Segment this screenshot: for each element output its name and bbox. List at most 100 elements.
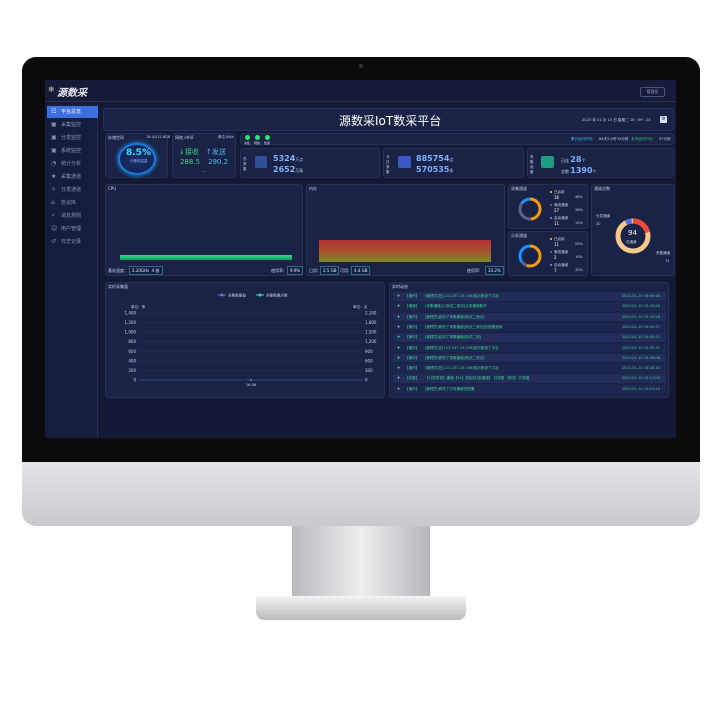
sidebar-item-label: 分发通道 bbox=[61, 187, 82, 193]
sidebar-item-label: 平台总览 bbox=[61, 109, 82, 115]
channel-row-label: 已启用 bbox=[554, 190, 565, 194]
status-dot-icon bbox=[255, 135, 260, 140]
history-icon: ↺ bbox=[51, 238, 57, 245]
sidebar-item-label: 消息规则 bbox=[61, 213, 82, 219]
log-tag: 【操作】 bbox=[405, 355, 420, 360]
channel-row-value: 27 bbox=[554, 208, 560, 213]
y-tick-left: 600 bbox=[128, 349, 136, 354]
collect-label: 采集设备 bbox=[530, 155, 534, 174]
legend-label: 采集数据点数 bbox=[266, 293, 288, 298]
sidebar-item-label: 统计分析 bbox=[61, 161, 82, 167]
y-tick-right: 900 bbox=[365, 349, 373, 354]
sidebar-item-1[interactable]: ▣ 采集监控 bbox=[47, 119, 98, 131]
send-value: 290.2 bbox=[208, 158, 229, 166]
sidebar-item-label: 协议库 bbox=[61, 200, 77, 206]
log-time: 2023-01-10 15:39:31 bbox=[621, 345, 660, 350]
monitor-icon: ▣ bbox=[51, 121, 57, 128]
log-row[interactable]: ✚ 【操作】 [管理员]修改了采集通道[测试二测试] 2023-01-10 15:39… bbox=[393, 353, 666, 363]
total-label: 总采集 bbox=[243, 157, 247, 171]
network-unit: 单位 KB/s bbox=[218, 135, 234, 139]
sidebar-item-0[interactable]: ☷ 平台总览 bbox=[47, 106, 98, 118]
session-value: 57分钟 bbox=[659, 137, 671, 141]
log-tag: 【操作】 bbox=[405, 345, 420, 350]
plus-icon: ✚ bbox=[397, 366, 401, 371]
channel-row-pct: 36% bbox=[575, 208, 583, 212]
log-time: 2023-01-10 15:43:56 bbox=[621, 304, 660, 309]
sidebar: ☷ 平台总览 ▣ 采集监控 ▣ 分发监控 ▣ 系统监控 ◔ 统计分析 ★ 采集通道 ✧ 分发通道 ⌂ 协议库 ✓… bbox=[45, 103, 98, 438]
plus-icon: ✚ bbox=[397, 335, 401, 340]
log-time: 2023-01-10 16:56:46 bbox=[621, 294, 660, 298]
channel-row-value: 11 bbox=[554, 242, 560, 247]
log-row[interactable]: ✚ 【操作】 [管理员]启用了采集通道[测试二测] 2023-01-10 15:43:… bbox=[393, 333, 666, 342]
log-row[interactable]: ✚ 【恢复】 【分发异常】通道【91】【测试分发通道】 已恢复（测试）已恢复 2023… bbox=[393, 374, 666, 383]
home-icon: ⌂ bbox=[51, 199, 55, 206]
sidebar-item-label: 日志记录 bbox=[61, 239, 82, 245]
plus-icon: ✚ bbox=[397, 314, 401, 319]
channel-title: 分发通道 bbox=[511, 233, 527, 238]
y-tick-right: 1,500 bbox=[365, 330, 377, 335]
log-time: 2023-01-10 15:17:00 bbox=[621, 376, 660, 381]
memory-panel: 内存 已用: 2.5 GB 可用: 4.4 GB 使用率: 33.2% bbox=[306, 184, 505, 276]
legend-marker bbox=[550, 238, 552, 240]
sidebar-item-10[interactable]: ↺ 日志记录 bbox=[47, 236, 98, 248]
top-bar: ❄ 源数采 管理员 bbox=[45, 80, 676, 102]
log-time: 2023-01-10 15:39:08 bbox=[621, 355, 660, 360]
users-icon: ☺ bbox=[51, 225, 58, 232]
sidebar-item-8[interactable]: ✓ 消息规则 bbox=[47, 210, 98, 222]
log-row[interactable]: ✚ 【操作】 [管理员]在[113.247.25.198]成功登录了平台 2023-0… bbox=[393, 343, 666, 353]
today-panel: 今日采集 885754点 570535条 bbox=[383, 148, 524, 178]
log-panel: 实时动态 ✚ 【操作】 [管理员]在[113.247.25.198]成功登录了平台 2… bbox=[389, 282, 669, 398]
sidebar-item-9[interactable]: ☺ 用户管理 bbox=[47, 223, 98, 235]
log-tag: 【操作】 bbox=[405, 366, 420, 371]
legend-marker bbox=[550, 251, 552, 253]
sidebar-item-7[interactable]: ⌂ 协议库 bbox=[47, 197, 98, 209]
log-row[interactable]: ✚ 【操作】 [管理员]修改了采集通道[测试二测试]的配置参数 2023-01-10 … bbox=[393, 322, 666, 332]
y-tick-right: 1,200 bbox=[365, 339, 377, 344]
channel-row-label: 离线通道 bbox=[554, 203, 568, 207]
logo: 源数采 bbox=[57, 88, 87, 99]
log-row[interactable]: ✚ 【操作】 [管理员]在[113.247.25.198]成功登录了平台 2023-0… bbox=[393, 292, 666, 301]
title-panel: 源数采IoT数采平台 2023 年 01 月 10 日 星期二 16 : 59 … bbox=[103, 108, 674, 131]
y-label-right: 单位：点 bbox=[353, 304, 368, 309]
summary-title: 通道总数 bbox=[594, 186, 610, 191]
sidebar-item-4[interactable]: ◔ 统计分析 bbox=[47, 158, 98, 170]
collect-device-panel: 采集设备 已连 28个 总数 1390个 bbox=[527, 148, 674, 178]
sidebar-item-2[interactable]: ▣ 分发监控 bbox=[47, 132, 98, 144]
session-label: 本次运行时长: bbox=[631, 137, 654, 141]
datetime: 2023 年 01 月 10 日 星期二 16 : 59 : 23 bbox=[582, 118, 651, 122]
check-icon: ✓ bbox=[51, 212, 57, 219]
log-tag: 【操作】 bbox=[405, 386, 420, 391]
network-panel: 网络 eth0 单位 KB/s ↓接收 ↑发送 288.5 290.2 - bbox=[172, 133, 236, 178]
channel-row-pct: 15% bbox=[575, 221, 583, 225]
donut-dist-segment bbox=[615, 218, 651, 254]
log-time: 2023-01-10 15:28:30 bbox=[621, 366, 660, 371]
today-label: 今日采集 bbox=[386, 155, 390, 174]
channel-row-pct: 10% bbox=[575, 255, 583, 259]
runtime-value: 64天2小时33分钟 bbox=[599, 137, 629, 141]
log-row[interactable]: ✚ 【通道】 [采集通道]1[测试二测试]分发通道断开 2023-01-10 15:4… bbox=[393, 302, 666, 311]
log-row[interactable]: ✚ 【操作】 [管理员]修改了分发通道的配置 2023-01-10 15:15:54 bbox=[393, 384, 666, 394]
network-label: 网络 eth0 bbox=[175, 135, 194, 140]
total-items: 2652万条 bbox=[273, 165, 304, 174]
donut-segment bbox=[518, 197, 542, 221]
log-tag: 【通道】 bbox=[405, 304, 420, 309]
settings-gear-icon[interactable]: ⚙ bbox=[660, 116, 667, 123]
cpu-panel: CPU 基准速度: 2.20GHz 4 核 使用率: 9.9% bbox=[105, 184, 304, 276]
channel-row-label: 启动通道 bbox=[554, 216, 568, 220]
chip-icon bbox=[255, 156, 267, 168]
admin-button[interactable]: 管理员 bbox=[640, 87, 665, 97]
status-label: 网络 bbox=[254, 141, 261, 145]
sidebar-item-3[interactable]: ▣ 系统监控 bbox=[47, 145, 98, 157]
log-row[interactable]: ✚ 【操作】 [管理员]在[113.247.25.198]成功登录了平台 2023-0… bbox=[393, 364, 666, 373]
status-dot-icon bbox=[245, 135, 250, 140]
log-tag: 【操作】 bbox=[405, 314, 420, 319]
donut-segment bbox=[518, 197, 542, 221]
sidebar-item-6[interactable]: ✧ 分发通道 bbox=[47, 184, 98, 196]
collect-ch-value: 74 bbox=[665, 259, 670, 263]
today-points: 885754点 bbox=[416, 154, 454, 163]
sidebar-item-5[interactable]: ★ 采集通道 bbox=[47, 171, 98, 183]
log-row[interactable]: ✚ 【操作】 [管理员]启用了采集通道[测试二测试] 2023-01-10 15:43… bbox=[393, 312, 666, 322]
mem-avail: 4.4 GB bbox=[351, 266, 371, 275]
channel-title: 采集通道 bbox=[511, 186, 527, 191]
y-label-left: 单位：条 bbox=[131, 304, 146, 309]
